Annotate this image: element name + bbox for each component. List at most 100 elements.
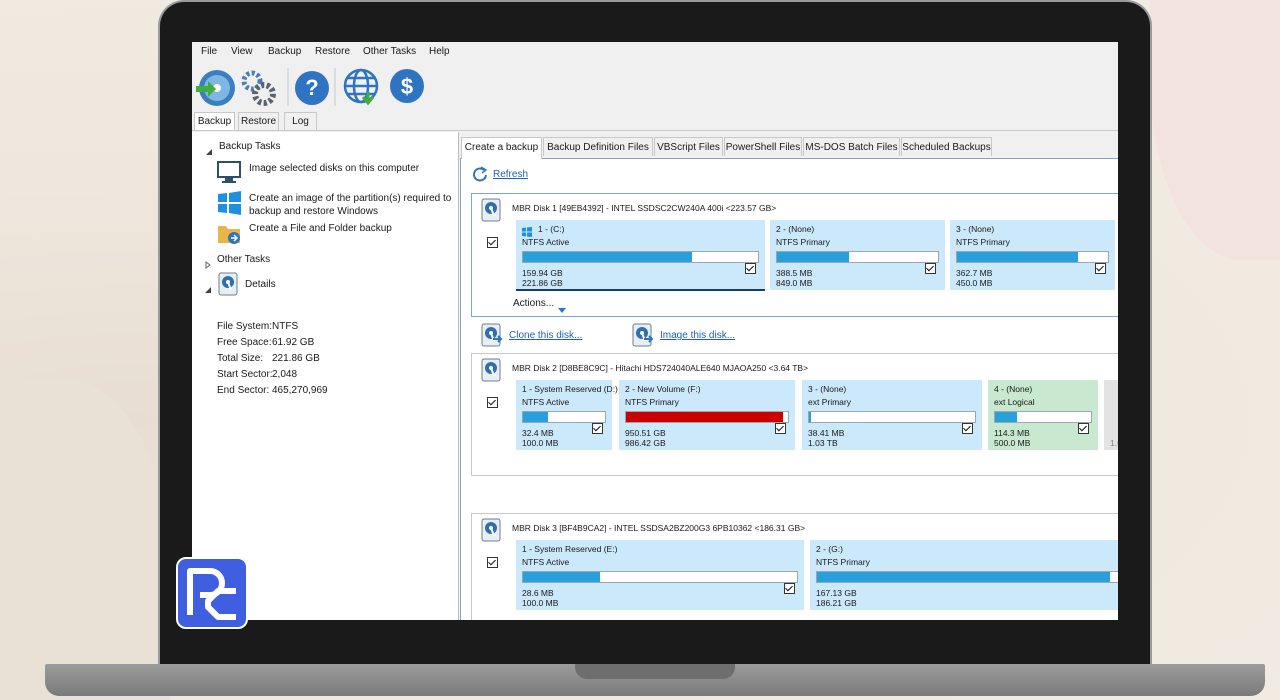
backup-icon[interactable] (196, 70, 235, 106)
web-icon[interactable] (345, 70, 377, 103)
disk-icon-graphic (481, 358, 501, 382)
link-icon-graphic (632, 323, 654, 347)
partition-tile[interactable]: 3 - (None)ext Primary38.41 MB1.03 TB (802, 380, 982, 450)
menu-item[interactable]: Help (429, 46, 450, 58)
total-size: 500.0 MB (994, 437, 1030, 449)
partition-tile[interactable]: 1.6 (1104, 380, 1118, 450)
partition-type: NTFS Active (522, 236, 569, 248)
background-patch (1150, 0, 1280, 260)
disk-icon (481, 198, 501, 222)
disk-panel: MBR Disk 1 [49EB4392] - INTEL SSDSC2CW24… (471, 193, 1118, 317)
usage-fill (523, 572, 600, 582)
main-tab[interactable]: VBScript Files (654, 137, 723, 156)
main-tab[interactable]: Create a backup (461, 137, 542, 159)
disk-checkbox[interactable] (487, 557, 498, 568)
view-tab[interactable]: Log (284, 112, 317, 130)
partition-checkbox[interactable] (962, 423, 973, 434)
partition-name: 1 - System Reserved (D:) (522, 383, 618, 395)
disk-header: MBR Disk 1 [49EB4392] - INTEL SSDSC2CW24… (512, 202, 776, 214)
partition-checkbox[interactable] (592, 423, 603, 434)
total-size: 450.0 MB (956, 277, 992, 289)
actions-menu[interactable]: Actions... (513, 298, 554, 310)
partition-tile[interactable]: 2 - (G:)NTFS Primary167.13 GB186.21 GB (810, 540, 1118, 610)
usage-track (522, 411, 606, 423)
total-size: 100.0 MB (522, 597, 558, 609)
main-tab[interactable]: Scheduled Backups (901, 137, 992, 156)
menu-item[interactable]: Backup (268, 46, 301, 58)
menu-item[interactable]: Restore (315, 46, 350, 58)
main-tab[interactable]: PowerShell Files (724, 137, 802, 156)
usage-track (776, 251, 939, 263)
partition-checkbox[interactable] (1095, 263, 1106, 274)
partition-checkbox[interactable] (925, 263, 936, 274)
menu-item[interactable]: File (201, 46, 217, 58)
partition-tile[interactable]: 3 - (None)NTFS Primary362.7 MB450.0 MB (950, 220, 1115, 290)
task-link[interactable]: Create an image of the partition(s) requ… (249, 192, 457, 218)
usage-track (522, 251, 759, 263)
view-tab[interactable]: Backup (194, 112, 235, 130)
disk-link[interactable]: Clone this disk... (509, 330, 582, 342)
actions-caret (558, 301, 566, 307)
view-tab-label: Restore (239, 116, 278, 128)
disk-checkbox[interactable] (487, 237, 498, 248)
partition-type: NTFS Active (522, 396, 569, 408)
view-tab-label: Backup (195, 116, 234, 128)
task-link[interactable]: Image selected disks on this computer (249, 162, 457, 175)
view-tab[interactable]: Restore (238, 112, 279, 130)
partition-type: NTFS Active (522, 556, 569, 568)
task-icon (217, 160, 242, 186)
main-tab[interactable]: Backup Definition Files (543, 137, 653, 156)
selected-underline (516, 289, 765, 291)
view-tab-label: Log (285, 116, 316, 128)
usage-track (994, 411, 1092, 423)
usage-fill (777, 252, 849, 262)
partition-tile[interactable]: 2 - New Volume (F:)NTFS Primary950.51 GB… (619, 380, 795, 450)
brand-logo (176, 557, 248, 629)
refresh-link[interactable]: Refresh (493, 169, 528, 181)
usage-fill (957, 252, 1078, 262)
expander-graphic (204, 261, 212, 269)
detail-label: File System: (217, 321, 272, 333)
total-size: 1.6 (1110, 437, 1118, 449)
menu-item[interactable]: Other Tasks (363, 46, 416, 58)
detail-label: Total Size: (217, 353, 263, 365)
main-tab-label: VBScript Files (655, 142, 722, 154)
disk-header: MBR Disk 2 [D8BE8C9C] - Hitachi HDS72404… (512, 362, 808, 374)
disk-icon (481, 518, 501, 542)
usage-fill (523, 252, 692, 262)
settings-icon[interactable] (244, 73, 273, 103)
partition-checkbox[interactable] (1078, 423, 1089, 434)
partition-tile[interactable]: 1 - (C:)NTFS Active159.94 GB221.86 GB (516, 220, 765, 290)
section-title: Details (245, 279, 276, 291)
usage-fill (626, 412, 783, 422)
detail-value: 61.92 GB (272, 337, 314, 349)
expander-graphic (204, 286, 212, 294)
disk-link[interactable]: Image this disk... (660, 330, 735, 342)
partition-tile[interactable]: 4 - (None)ext Logical114.3 MB500.0 MB (988, 380, 1098, 450)
menu-item[interactable]: View (231, 46, 253, 58)
partition-checkbox[interactable] (784, 583, 795, 594)
partition-tile[interactable]: 1 - System Reserved (D:)NTFS Active32.4 … (516, 380, 612, 450)
partition-tile[interactable]: 1 - System Reserved (E:)NTFS Active28.6 … (516, 540, 804, 610)
total-size: 186.21 GB (816, 597, 857, 609)
partition-checkbox[interactable] (775, 423, 786, 434)
main-tab-label: MS-DOS Batch Files (804, 142, 899, 154)
usage-fill (817, 572, 1110, 582)
section-title[interactable]: Other Tasks (217, 254, 270, 266)
usage-fill (809, 412, 811, 422)
usage-track (522, 571, 798, 583)
expander (204, 256, 212, 264)
refresh-icon-graphic (472, 166, 488, 182)
partition-name: 3 - (None) (808, 383, 846, 395)
task-link[interactable]: Create a File and Folder backup (249, 222, 457, 235)
main-tab[interactable]: MS-DOS Batch Files (803, 137, 900, 156)
partition-checkbox[interactable] (745, 263, 756, 274)
partition-type: NTFS Primary (956, 236, 1010, 248)
partition-tile[interactable]: 2 - (None)NTFS Primary388.5 MB849.0 MB (770, 220, 945, 290)
usage-fill (995, 412, 1017, 422)
disk-checkbox[interactable] (487, 397, 498, 408)
partition-name: 2 - (None) (776, 223, 814, 235)
section-title: Backup Tasks (219, 141, 281, 153)
total-size: 849.0 MB (776, 277, 812, 289)
